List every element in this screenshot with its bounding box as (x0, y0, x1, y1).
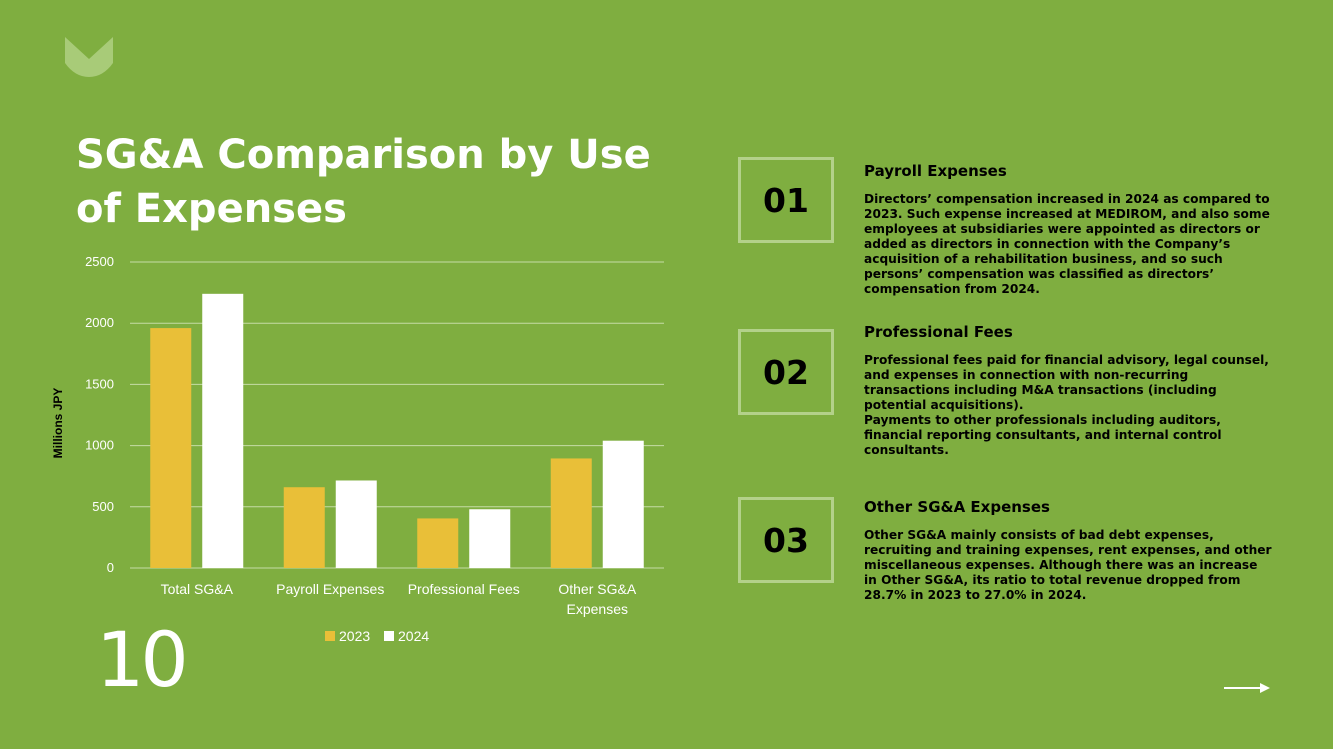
item-number-box: 02 (738, 329, 834, 415)
y-axis-label: Millions JPY (51, 388, 65, 459)
x-tick-label: Total SG&A (161, 581, 234, 597)
x-tick-label: Professional Fees (408, 581, 520, 597)
page-number: 10 (96, 615, 189, 704)
item-heading: Professional Fees (864, 323, 1013, 341)
bar-2024 (602, 440, 644, 568)
y-tick-label: 1500 (85, 376, 114, 391)
item-heading: Payroll Expenses (864, 162, 1007, 180)
legend-swatch (384, 631, 394, 641)
item-body: Other SG&A mainly consists of bad debt e… (864, 528, 1272, 602)
bar-2023 (417, 518, 459, 568)
item-number-box: 01 (738, 157, 834, 243)
logo-icon (65, 37, 113, 77)
y-tick-label: 1000 (85, 438, 114, 453)
bar-2023 (283, 487, 325, 568)
arrow-right-icon[interactable] (1222, 681, 1272, 695)
bar-2024 (469, 509, 511, 568)
y-tick-label: 0 (107, 560, 114, 575)
bar-2024 (202, 293, 244, 568)
page-title: SG&A Comparison by Use of Expenses (76, 132, 651, 232)
bar-2024 (335, 480, 377, 568)
item-heading: Other SG&A Expenses (864, 498, 1050, 516)
item-text: Other SG&A Expenses Other SG&A mainly co… (864, 498, 1274, 603)
legend-label: 2023 (339, 628, 370, 644)
item-number-box: 03 (738, 497, 834, 583)
bar-chart: 0 500 1000 1500 2000 2500 Millions JPY Total SG… (51, 254, 664, 644)
bar-2023 (550, 458, 592, 568)
bar-2023 (150, 328, 192, 568)
item-body: Professional fees paid for financial adv… (864, 353, 1269, 457)
x-tick-label: Other SG&A Expenses (558, 581, 636, 617)
item-text: Payroll Expenses Directors’ compensation… (864, 162, 1274, 297)
y-tick-label: 2000 (85, 315, 114, 330)
item-body: Directors’ compensation increased in 202… (864, 192, 1270, 296)
y-tick-label: 2500 (85, 254, 114, 269)
y-tick-label: 500 (92, 499, 114, 514)
legend-swatch (325, 631, 335, 641)
legend-label: 2024 (398, 628, 429, 644)
x-tick-label: Payroll Expenses (276, 581, 384, 597)
item-text: Professional Fees Professional fees paid… (864, 323, 1274, 458)
